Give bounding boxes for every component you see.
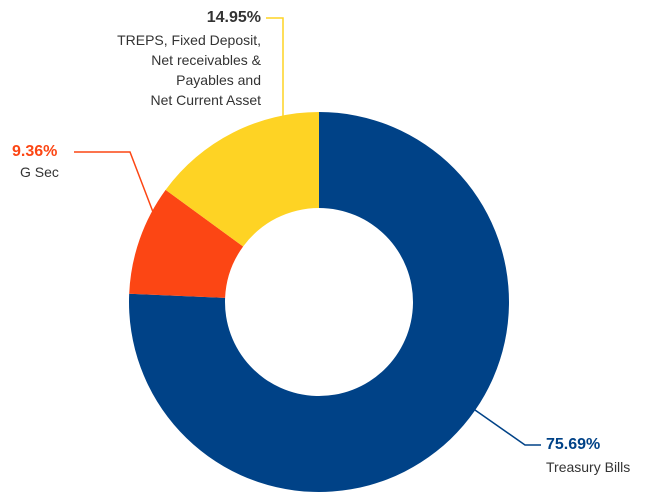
value-label: 75.69% (546, 436, 601, 453)
donut-slice (165, 112, 319, 247)
leader-line (266, 17, 284, 116)
category-label: G Sec (20, 164, 59, 180)
category-label: Treasury Bills (546, 459, 631, 475)
donut-slice (129, 112, 509, 492)
leader-line (474, 409, 541, 446)
category-label: TREPS, Fixed Deposit, Net receivables & … (117, 32, 261, 108)
value-label: 9.36% (12, 143, 58, 160)
value-label: 14.95% (206, 9, 261, 26)
donut-slice (129, 189, 244, 298)
leader-line (74, 151, 154, 213)
